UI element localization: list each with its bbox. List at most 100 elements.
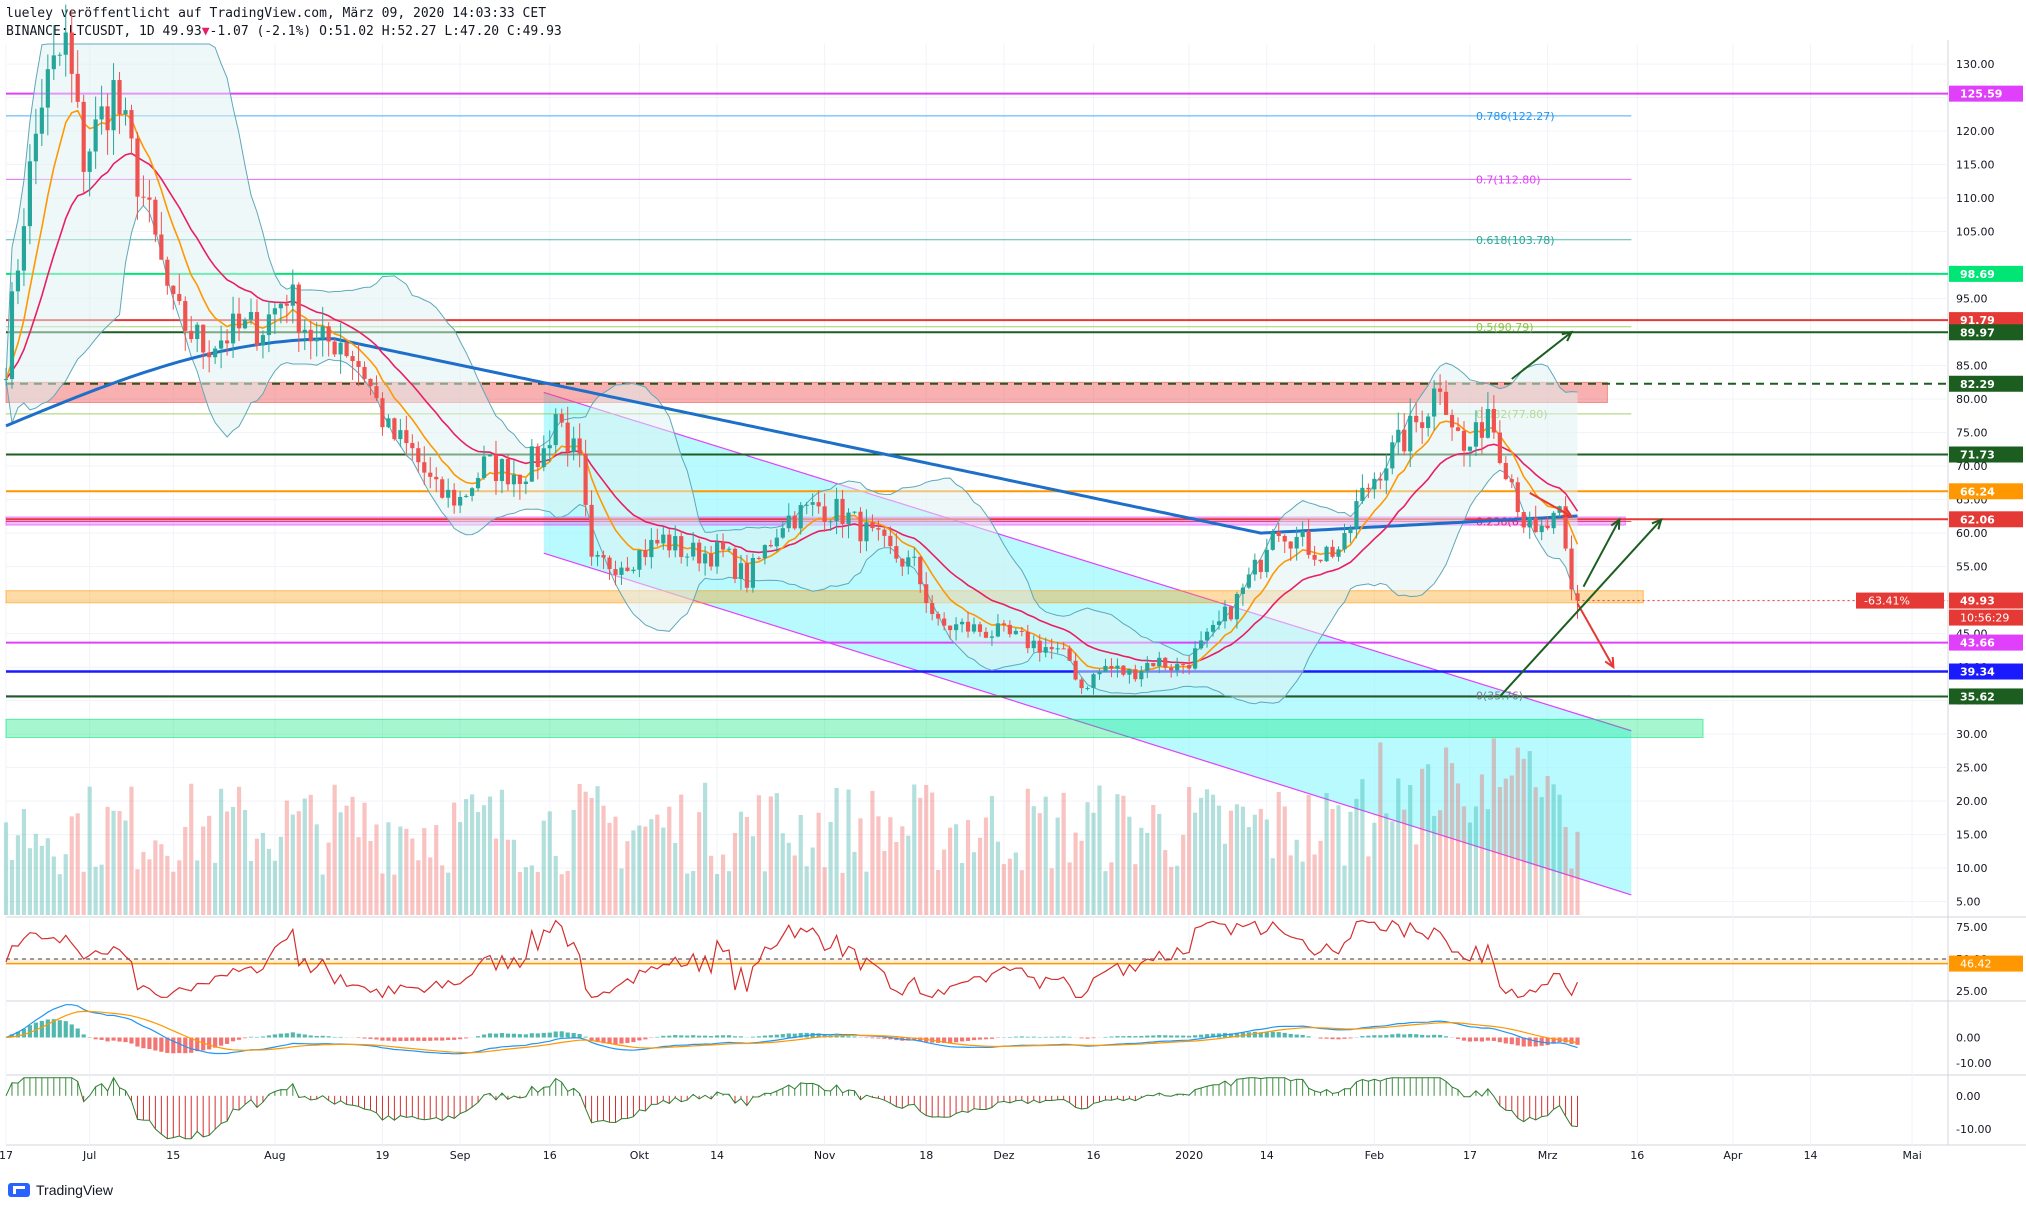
candle-body bbox=[571, 438, 576, 452]
tradingview-brand: TradingView bbox=[8, 1182, 113, 1198]
bearish-projection-arrow bbox=[1576, 602, 1615, 668]
volume-bar bbox=[1330, 808, 1335, 915]
candle-body bbox=[386, 418, 391, 428]
x-axis-tick: 16 bbox=[543, 1149, 557, 1162]
candle-body bbox=[1210, 624, 1216, 632]
macd-hist-bar bbox=[1473, 1037, 1479, 1042]
candle-body bbox=[1258, 559, 1263, 573]
candle-body bbox=[392, 418, 397, 440]
candle-body bbox=[1432, 388, 1437, 417]
volume-bar bbox=[1019, 870, 1024, 915]
volume-bar bbox=[1306, 794, 1311, 915]
macd-hist-bar bbox=[159, 1037, 164, 1052]
macd-hist-bar bbox=[613, 1037, 618, 1045]
candle-body bbox=[428, 472, 433, 477]
macd-hist-bar bbox=[714, 1035, 720, 1038]
volume-bar bbox=[1467, 822, 1473, 915]
candle-body bbox=[1443, 391, 1449, 415]
candle-body bbox=[284, 303, 289, 306]
price-axis-tick: 25.00 bbox=[1956, 762, 1988, 775]
macd-hist-bar bbox=[422, 1037, 427, 1041]
volume-bar bbox=[1300, 861, 1305, 915]
x-axis-tick: 14 bbox=[1804, 1149, 1818, 1162]
volume-bar bbox=[422, 828, 427, 915]
candle-body bbox=[153, 199, 158, 235]
volume-bar bbox=[1438, 810, 1443, 915]
bollinger-band-fill bbox=[6, 44, 1578, 704]
macd-hist-bar bbox=[1007, 1036, 1012, 1038]
volume-bar bbox=[1115, 794, 1120, 915]
macd-hist-bar bbox=[517, 1034, 522, 1038]
candle-body bbox=[1031, 640, 1036, 649]
macd-hist-bar bbox=[1330, 1037, 1335, 1040]
macd-axis-tick: 0.00 bbox=[1956, 1032, 1981, 1045]
candle-body bbox=[171, 285, 176, 295]
candle-body bbox=[1455, 427, 1461, 431]
macd-hist-bar bbox=[529, 1033, 534, 1038]
macd-hist-bar bbox=[1497, 1037, 1502, 1043]
candle-body bbox=[631, 569, 636, 572]
candle-body bbox=[1169, 667, 1174, 671]
macd-hist-bar bbox=[1252, 1031, 1257, 1038]
price-axis-tick: 105.00 bbox=[1956, 226, 1995, 239]
candle-body bbox=[1037, 640, 1042, 653]
candle-body bbox=[1079, 679, 1084, 689]
candle-body bbox=[989, 636, 995, 638]
candle-body bbox=[1360, 487, 1365, 502]
volume-bar bbox=[631, 830, 636, 915]
macd-hist-bar bbox=[1545, 1037, 1550, 1046]
price-tag bbox=[1949, 511, 2023, 528]
volume-bar bbox=[99, 864, 104, 915]
candle-body bbox=[1306, 530, 1311, 555]
volume-bar bbox=[1455, 783, 1461, 915]
price-tag bbox=[1949, 634, 2023, 651]
volume-bar bbox=[1270, 858, 1275, 915]
macd-hist-bar bbox=[404, 1037, 409, 1041]
candle-body bbox=[828, 521, 833, 523]
volume-bar bbox=[834, 787, 839, 915]
volume-bar bbox=[332, 784, 337, 915]
macd-hist-bar bbox=[1031, 1036, 1036, 1038]
macd-hist-bar bbox=[667, 1035, 672, 1038]
volume-bar bbox=[1139, 827, 1144, 915]
candle-body bbox=[720, 542, 726, 550]
volume-bar bbox=[464, 799, 469, 915]
volume-bar bbox=[452, 802, 457, 915]
price-tag-label: 66.24 bbox=[1960, 485, 1995, 498]
candle-body bbox=[649, 539, 654, 558]
volume-bar bbox=[1563, 827, 1568, 915]
macd-hist-bar bbox=[183, 1037, 188, 1054]
candle-body bbox=[1384, 468, 1389, 481]
macd-hist-bar bbox=[655, 1036, 660, 1038]
candle-body bbox=[559, 414, 564, 423]
volume-bar bbox=[1067, 862, 1072, 915]
volume-bar bbox=[1246, 827, 1251, 915]
candle-body bbox=[475, 477, 481, 489]
volume-bar bbox=[356, 837, 361, 915]
candle-body bbox=[541, 448, 546, 468]
macd-hist-bar bbox=[541, 1032, 546, 1038]
price-tag-label: 35.62 bbox=[1960, 690, 1995, 703]
macd-hist-bar bbox=[1527, 1037, 1532, 1047]
macd-hist-bar bbox=[1461, 1037, 1467, 1041]
macd-hist-bar bbox=[308, 1035, 313, 1038]
volume-bar bbox=[762, 871, 767, 915]
volume-bar bbox=[392, 874, 397, 915]
volume-bar bbox=[1324, 793, 1329, 915]
candle-body bbox=[320, 326, 325, 339]
macd-hist-bar bbox=[93, 1037, 98, 1040]
candle-body bbox=[189, 330, 194, 340]
price-axis-tick: 20.00 bbox=[1956, 795, 1988, 808]
macd-hist-bar bbox=[1318, 1037, 1323, 1039]
candle-body bbox=[936, 613, 941, 619]
candle-body bbox=[1001, 623, 1006, 625]
candle-body bbox=[667, 534, 672, 551]
macd-hist-bar bbox=[1270, 1031, 1275, 1038]
macd-hist-bar bbox=[338, 1036, 343, 1038]
volume-bar bbox=[948, 827, 953, 915]
volume-bar bbox=[177, 860, 182, 915]
arrow-head bbox=[1651, 518, 1663, 530]
volume-bar bbox=[864, 871, 869, 915]
volume-bar bbox=[1426, 764, 1431, 915]
